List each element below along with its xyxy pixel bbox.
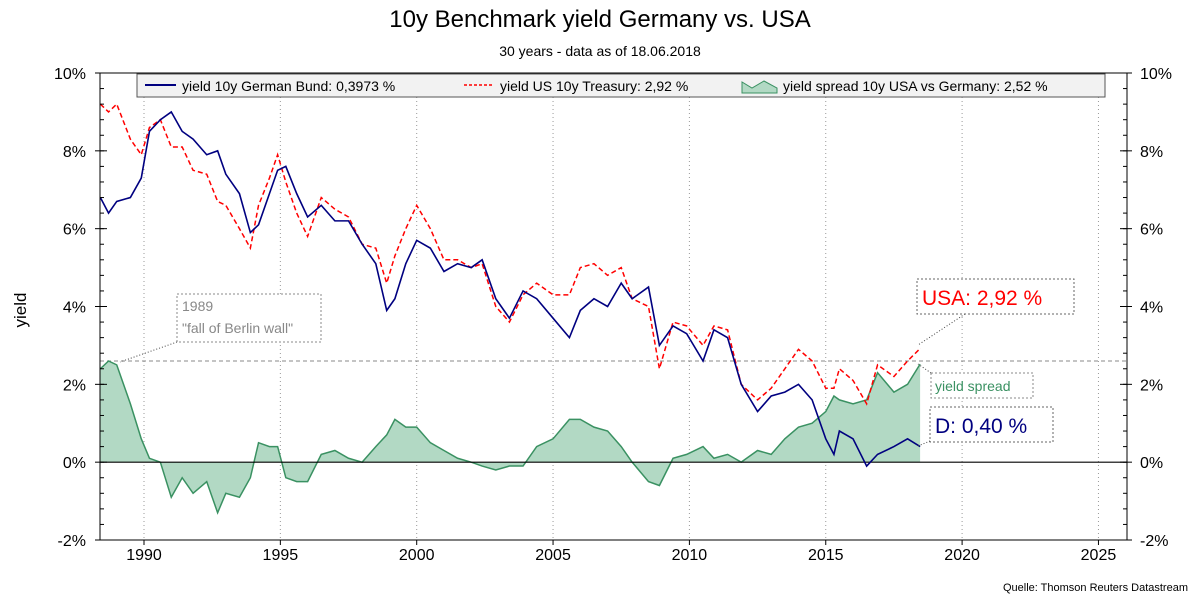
spread-annotation-box: [930, 372, 1034, 399]
spread-area: [100, 360, 921, 513]
spread-annotation-label: yield spread: [935, 378, 1011, 394]
y-tick-label: 6%: [63, 222, 86, 239]
y-tick-label-right: 2%: [1140, 377, 1163, 394]
y-tick-label-right: -2%: [1140, 533, 1168, 550]
y-tick-label: 10%: [54, 66, 86, 83]
usa-annotation-leader: [917, 313, 966, 346]
berlin-annotation-box: [176, 293, 322, 343]
y-tick-label: 8%: [63, 144, 86, 161]
legend-us-label: yield US 10y Treasury: 2,92 %: [500, 78, 688, 94]
y-tick-label: -2%: [58, 533, 86, 550]
x-tick-label: 2020: [944, 547, 980, 564]
berlin-annotation-text: "fall of Berlin wall": [182, 320, 293, 336]
y-tick-label-right: 10%: [1140, 66, 1172, 83]
us-treasury-line: [99, 102, 921, 406]
de-annotation-leader: [917, 440, 931, 447]
y-axis-label: yield: [11, 293, 30, 328]
x-tick-label: 2010: [672, 547, 708, 564]
spread-line: [99, 360, 921, 515]
y-tick-label-right: 0%: [1140, 455, 1163, 472]
usa-annotation-label: USA: 2,92 %: [922, 287, 1042, 310]
x-tick-label: 1990: [126, 547, 162, 564]
legend-spread-swatch: [741, 80, 778, 94]
y-tick-label: 4%: [63, 300, 86, 317]
x-tick-label: 2000: [399, 547, 435, 564]
chart-title: 10y Benchmark yield Germany vs. USA: [389, 6, 811, 33]
y-tick-label: 0%: [63, 455, 86, 472]
y-tick-label-right: 4%: [1140, 300, 1163, 317]
source-note: Quelle: Thomson Reuters Datastream: [1002, 582, 1188, 594]
x-tick-label: 1995: [263, 547, 299, 564]
legend-bund-label: yield 10y German Bund: 0,3973 %: [182, 78, 395, 94]
german-bund-line: [99, 110, 921, 468]
y-tick-label: 2%: [63, 377, 86, 394]
y-tick-label-right: 8%: [1140, 144, 1163, 161]
x-tick-label: 2005: [535, 547, 571, 564]
legend-spread-label: yield spread 10y USA vs Germany: 2,52 %: [783, 78, 1048, 94]
de-annotation-label: D: 0,40 %: [935, 415, 1027, 438]
chart-subtitle: 30 years - data as of 18.06.2018: [499, 43, 701, 59]
berlin-annotation-year: 1989: [182, 298, 213, 314]
berlin-annotation-leader: [119, 341, 178, 363]
de-annotation-box: [929, 406, 1054, 443]
x-tick-label: 2015: [808, 547, 844, 564]
y-tick-label-right: 6%: [1140, 222, 1163, 239]
x-tick-label: 2025: [1081, 547, 1117, 564]
legend-box: [136, 73, 1106, 98]
usa-annotation-box: [916, 278, 1075, 315]
